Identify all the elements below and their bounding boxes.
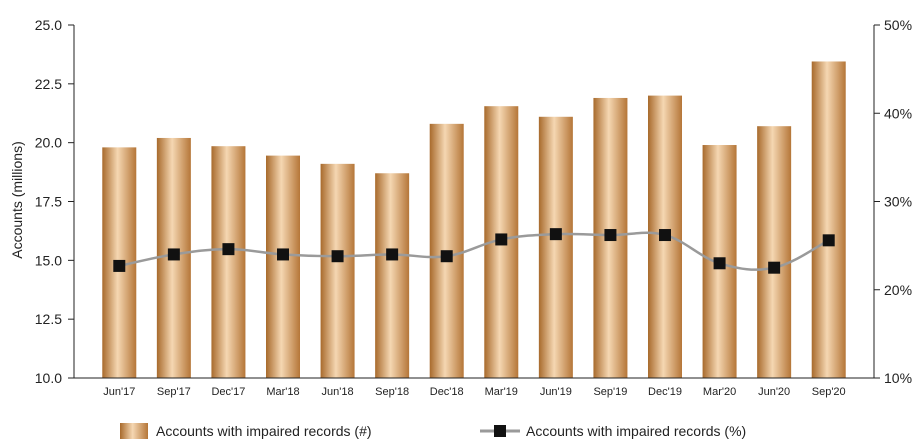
bar [811, 61, 846, 379]
x-tick-label: Mar'18 [266, 386, 299, 398]
line-marker [604, 229, 617, 242]
axes-layer: 25.0 22.5 20.0 17.5 15.0 12.5 10.0 50% 40% 30% 20%… [35, 17, 912, 398]
y-tick-label: 22.5 [35, 76, 62, 92]
y-tick-label: 17.5 [35, 194, 62, 210]
y2-tick-label: 20% [884, 282, 912, 298]
legend-bar-swatch [120, 423, 148, 439]
y-tick-label: 25.0 [35, 17, 62, 33]
bar [757, 126, 792, 379]
bar [375, 173, 410, 378]
line-marker [386, 248, 399, 261]
y2-tick-label: 10% [884, 370, 912, 386]
bar [320, 163, 355, 378]
line-marker [113, 259, 126, 272]
legend-line-label: Accounts with impaired records (%) [526, 423, 746, 439]
y2-tick-label: 50% [884, 17, 912, 33]
x-tick-label: Dec'17 [211, 386, 245, 398]
y-tick-label: 10.0 [35, 370, 62, 386]
y2-tick-label: 40% [884, 105, 912, 121]
line-marker [440, 250, 453, 263]
y-tick-label: 12.5 [35, 311, 62, 327]
line-marker [222, 243, 235, 256]
x-tick-label: Dec'18 [430, 386, 464, 398]
bars-layer [102, 61, 846, 379]
line-marker [495, 233, 508, 246]
line-marker [331, 250, 344, 263]
y-tick-label: 20.0 [35, 135, 62, 151]
line-layer [113, 228, 835, 274]
legend: Accounts with impaired records (#) Accou… [120, 423, 746, 439]
line-marker [713, 257, 726, 270]
x-tick-label: Mar'20 [703, 386, 736, 398]
line-marker [659, 229, 671, 242]
x-tick-label: Sep'18 [375, 386, 409, 398]
x-tick-label: Jun'19 [540, 386, 572, 398]
line-marker [277, 248, 289, 261]
bar [266, 155, 300, 378]
x-tick-label: Jun'18 [322, 386, 354, 398]
line-marker [822, 234, 835, 247]
line-marker [768, 261, 781, 274]
x-tick-label: Sep'17 [157, 386, 191, 398]
legend-bar-label: Accounts with impaired records (#) [156, 423, 372, 439]
x-tick-label: Jun'17 [103, 386, 135, 398]
bar [538, 116, 573, 378]
x-tick-label: Sep'20 [812, 386, 846, 398]
x-tick-label: Jun'20 [758, 386, 790, 398]
legend-line-marker [494, 425, 506, 437]
bar [211, 146, 246, 378]
x-tick-label: Dec'19 [648, 386, 682, 398]
y2-tick-label: 30% [884, 194, 912, 210]
line-marker [167, 248, 180, 261]
x-tick-label: Mar'19 [485, 386, 518, 398]
x-tick-label: Sep'19 [593, 386, 627, 398]
line-marker [549, 228, 562, 241]
y-axis-title: Accounts (millions) [9, 141, 25, 258]
y-tick-label: 15.0 [35, 252, 62, 268]
